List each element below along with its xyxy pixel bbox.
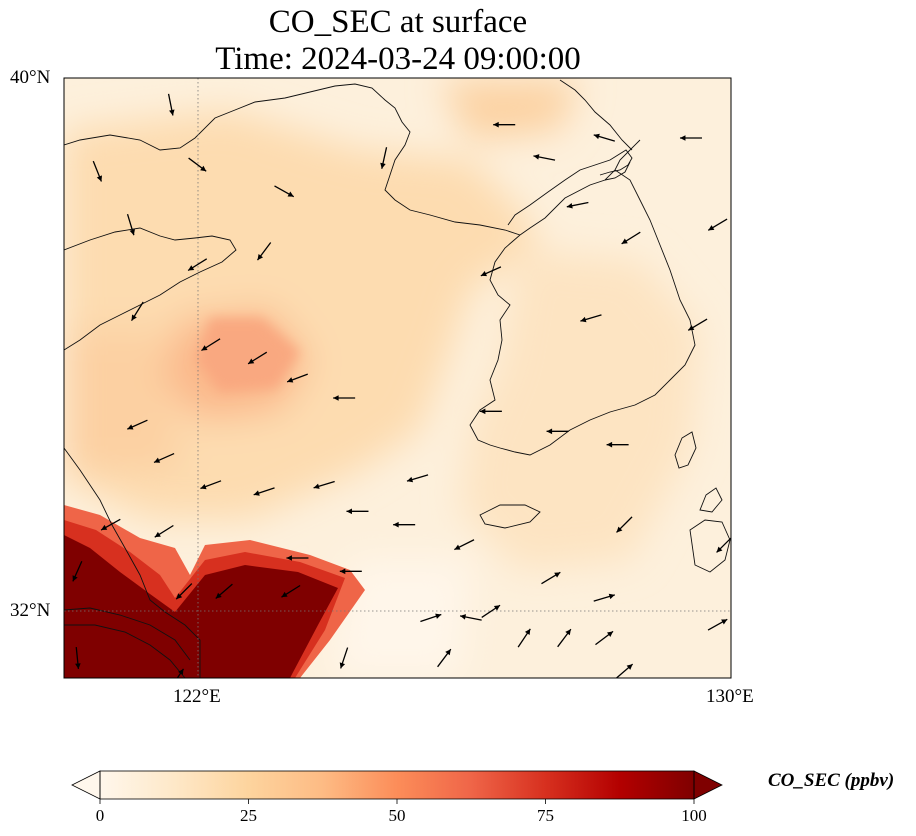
coastlines [64, 79, 731, 678]
map-title-time: Time: 2024-03-24 09:00:00 [215, 41, 581, 77]
wind-arrow [707, 618, 728, 631]
wind-arrow [154, 524, 174, 538]
wind-arrow [201, 338, 221, 352]
wind-arrow [606, 441, 629, 448]
wind-arrow [480, 266, 502, 277]
wind-arrow [247, 351, 268, 365]
wind-arrow [393, 521, 416, 528]
wind-arrow [454, 539, 475, 551]
wind-arrow [75, 646, 81, 670]
wind-arrow [566, 201, 589, 209]
lon-label-130e: 130°E [706, 686, 754, 707]
wind-arrow [616, 516, 633, 533]
wind-arrow [621, 231, 641, 245]
wind-arrow [679, 135, 702, 141]
wind-arrow [175, 583, 193, 600]
wind-arrow [580, 314, 602, 323]
wind-arrow [437, 648, 452, 668]
colorbar-gradient [100, 771, 694, 799]
wind-arrow [493, 121, 516, 128]
lat-label-40n: 40°N [10, 67, 51, 88]
wind-arrow [215, 583, 233, 599]
wind-vectors [72, 93, 731, 678]
wind-arrow [100, 518, 121, 531]
wind-arrow [176, 668, 185, 678]
wind-arrow [72, 561, 83, 582]
colorbar-tick-0: 0 [95, 806, 105, 825]
wind-arrow [615, 663, 634, 678]
wind-arrow [459, 614, 482, 621]
wind-arrow [200, 480, 222, 490]
wind-arrow [533, 154, 556, 161]
wind-arrow [274, 185, 295, 198]
wind-arrow [557, 628, 572, 648]
colorbar-tick-100: 100 [681, 806, 707, 825]
gridlines [64, 78, 731, 678]
wind-arrow [256, 242, 272, 261]
wind-arrow [253, 487, 275, 496]
wind-arrow [593, 133, 615, 142]
wind-arrow [286, 555, 309, 561]
colorbar-over-extension [693, 770, 723, 800]
wind-arrow [313, 480, 335, 489]
colorbar-label: CO_SEC (ppbv) [768, 770, 895, 791]
wind-arrow [546, 428, 569, 435]
wind-arrow [127, 419, 148, 430]
concentration-field [64, 78, 731, 678]
lat-label-32n: 32°N [10, 600, 51, 621]
wind-arrow [420, 613, 442, 623]
wind-arrow [479, 408, 502, 415]
wind-arrow [167, 93, 175, 116]
wind-arrow [187, 258, 208, 272]
wind-arrow [541, 571, 561, 585]
colorbar-tick-75: 75 [537, 806, 554, 825]
wind-arrow [481, 604, 501, 618]
map-title-variable: CO_SEC at surface [268, 4, 528, 40]
colorbar-tick-marks [99, 799, 695, 804]
colorbar [71, 770, 723, 804]
wind-arrow [130, 301, 144, 322]
lon-label-122e: 122°E [173, 686, 221, 707]
map-frame [63, 77, 732, 679]
wind-arrow [281, 584, 301, 598]
colorbar-tick-25: 25 [240, 806, 257, 825]
wind-arrow [333, 395, 356, 401]
wind-arrow [126, 213, 135, 236]
wind-arrow [707, 218, 728, 231]
wind-arrow [406, 474, 429, 483]
wind-arrow [339, 568, 362, 575]
wind-arrow [286, 373, 308, 383]
wind-arrow [346, 508, 369, 515]
wind-arrow [716, 537, 731, 553]
wind-arrow [188, 157, 207, 172]
wind-arrow [380, 147, 388, 169]
wind-arrow [339, 647, 349, 669]
colorbar-under-extension [71, 770, 101, 800]
wind-arrow [153, 452, 175, 464]
colorbar-tick-50: 50 [388, 806, 406, 825]
wind-arrow [92, 160, 103, 182]
wind-arrow [593, 593, 615, 602]
wind-arrow [687, 318, 708, 331]
wind-arrow [517, 628, 531, 648]
wind-arrow [595, 630, 614, 646]
